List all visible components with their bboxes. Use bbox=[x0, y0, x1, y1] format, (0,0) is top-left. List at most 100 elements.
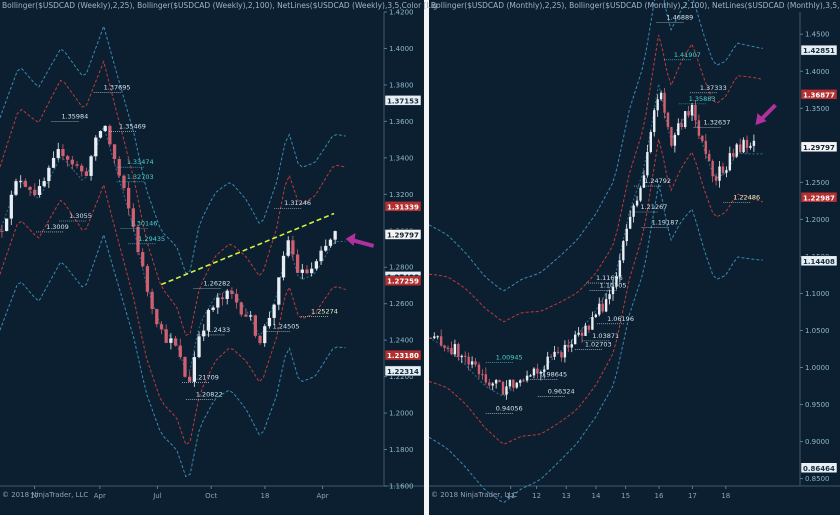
candle-body bbox=[98, 131, 103, 138]
y-tick-label: 1.1800 bbox=[389, 446, 414, 454]
lower-band-100 bbox=[0, 233, 346, 478]
candle-body bbox=[216, 297, 220, 308]
price-box: 1.22987 bbox=[800, 192, 838, 203]
price-box: 1.27259 bbox=[384, 275, 422, 286]
candle-body bbox=[37, 186, 42, 196]
candle-body bbox=[591, 317, 594, 330]
candle-body bbox=[725, 170, 728, 173]
level-annotation: 0.98645 bbox=[540, 370, 567, 378]
chart-header-right: Bollinger($USDCAD (Monthly),2,25), Bolli… bbox=[431, 1, 840, 10]
y-tick-label: 1.2600 bbox=[389, 300, 414, 308]
candle-body bbox=[587, 325, 591, 330]
candle-body bbox=[206, 309, 211, 331]
level-annotation: 1.35469 bbox=[119, 123, 146, 131]
candle-body bbox=[653, 110, 656, 133]
candle-body bbox=[714, 176, 718, 181]
candle-body bbox=[277, 277, 281, 305]
candle-body bbox=[439, 336, 443, 346]
level-annotation: 1.21267 bbox=[640, 203, 667, 211]
candle-body bbox=[735, 144, 738, 157]
copyright-left: © 2018 NinjaTrader, LLC bbox=[2, 491, 89, 499]
candle-body bbox=[718, 166, 721, 181]
monthly-chart-canvas[interactable]: 1.45001.40001.35001.30001.25001.20001.15… bbox=[429, 0, 840, 515]
y-tick-label: 0.9000 bbox=[805, 438, 830, 446]
candle-body bbox=[225, 290, 229, 299]
candle-body bbox=[677, 123, 680, 135]
level-annotation: 1.31246 bbox=[284, 199, 311, 207]
candle-body bbox=[333, 231, 337, 240]
x-tick-label: Jul bbox=[152, 492, 162, 500]
level-annotation: 1.46889 bbox=[666, 13, 693, 21]
right-chart-panel[interactable]: Bollinger($USDCAD (Monthly),2,25), Bolli… bbox=[429, 0, 840, 515]
panel-divider[interactable] bbox=[424, 0, 429, 515]
candle-body bbox=[488, 382, 491, 386]
candle-body bbox=[467, 356, 470, 365]
candle-body bbox=[625, 228, 628, 242]
candle-body bbox=[61, 149, 65, 157]
candle-body bbox=[683, 111, 687, 127]
candle-body bbox=[663, 92, 666, 113]
candle-body bbox=[598, 303, 601, 315]
left-chart-panel[interactable]: Bollinger($USDCAD (Weekly),2,25), Bollin… bbox=[0, 0, 438, 515]
candle-body bbox=[258, 335, 262, 344]
price-box-label: 1.42851 bbox=[803, 47, 835, 55]
candle-body bbox=[563, 345, 567, 358]
candle-body bbox=[234, 293, 239, 303]
candle-body bbox=[721, 166, 725, 173]
price-box-label: 1.27259 bbox=[387, 278, 419, 286]
candle-body bbox=[56, 149, 60, 158]
price-box: 1.22314 bbox=[384, 365, 422, 377]
candle-body bbox=[512, 379, 515, 388]
candle-body bbox=[697, 120, 701, 136]
candle-body bbox=[429, 337, 433, 339]
candle-body bbox=[94, 137, 98, 157]
level-annotation: 1.03871 bbox=[592, 332, 619, 340]
candle-body bbox=[9, 194, 13, 219]
candle-body bbox=[314, 261, 319, 269]
candle-body bbox=[484, 374, 488, 383]
candle-body bbox=[615, 276, 618, 287]
candle-body bbox=[464, 355, 467, 357]
candle-body bbox=[295, 254, 300, 273]
candle-body bbox=[65, 156, 70, 160]
candle-body bbox=[155, 308, 159, 325]
price-box-label: 1.36877 bbox=[803, 91, 835, 99]
y-tick-label: 1.3500 bbox=[805, 105, 830, 113]
candle-body bbox=[525, 375, 529, 381]
candle-body bbox=[474, 361, 477, 365]
candle-body bbox=[519, 380, 522, 383]
candle-body bbox=[19, 180, 23, 182]
candle-body bbox=[498, 380, 501, 382]
candle-body bbox=[453, 344, 457, 355]
candle-body bbox=[202, 330, 206, 337]
y-tick-label: 1.3400 bbox=[389, 154, 414, 162]
weekly-chart-canvas[interactable]: 1.4200 1.4000 1.3800 1.3600 1.3400 1.3200 1.30… bbox=[0, 0, 424, 515]
candle-body bbox=[639, 187, 642, 201]
candle-body bbox=[573, 334, 577, 345]
level-annotation: 1.30146 bbox=[131, 219, 158, 227]
price-box: 1.42851 bbox=[800, 44, 838, 56]
y-tick-label: 1.0000 bbox=[805, 364, 830, 372]
candle-body bbox=[680, 123, 683, 127]
candle-body bbox=[103, 125, 107, 132]
level-annotation: 1.37333 bbox=[700, 84, 727, 92]
candle-body bbox=[300, 269, 304, 273]
level-annotation: 1.00945 bbox=[496, 353, 523, 361]
candle-body bbox=[220, 297, 225, 299]
candle-body bbox=[211, 307, 215, 310]
candle-body bbox=[477, 364, 481, 375]
candle-body bbox=[584, 325, 587, 336]
candle-body bbox=[310, 268, 314, 274]
candle-body bbox=[536, 368, 539, 374]
level-annotation: 1.35984 bbox=[61, 113, 88, 121]
candle-body bbox=[522, 380, 525, 382]
trendline[interactable] bbox=[160, 212, 335, 286]
candle-body bbox=[286, 240, 290, 256]
upper-band-100 bbox=[429, 0, 763, 292]
level-annotation: 1.35883 bbox=[689, 95, 716, 103]
level-annotation: 1.24792 bbox=[644, 177, 671, 185]
candle-body bbox=[752, 140, 756, 146]
level-annotation: 1.32637 bbox=[704, 119, 731, 127]
candle-body bbox=[197, 336, 201, 358]
x-tick-label: 11 bbox=[506, 492, 515, 500]
